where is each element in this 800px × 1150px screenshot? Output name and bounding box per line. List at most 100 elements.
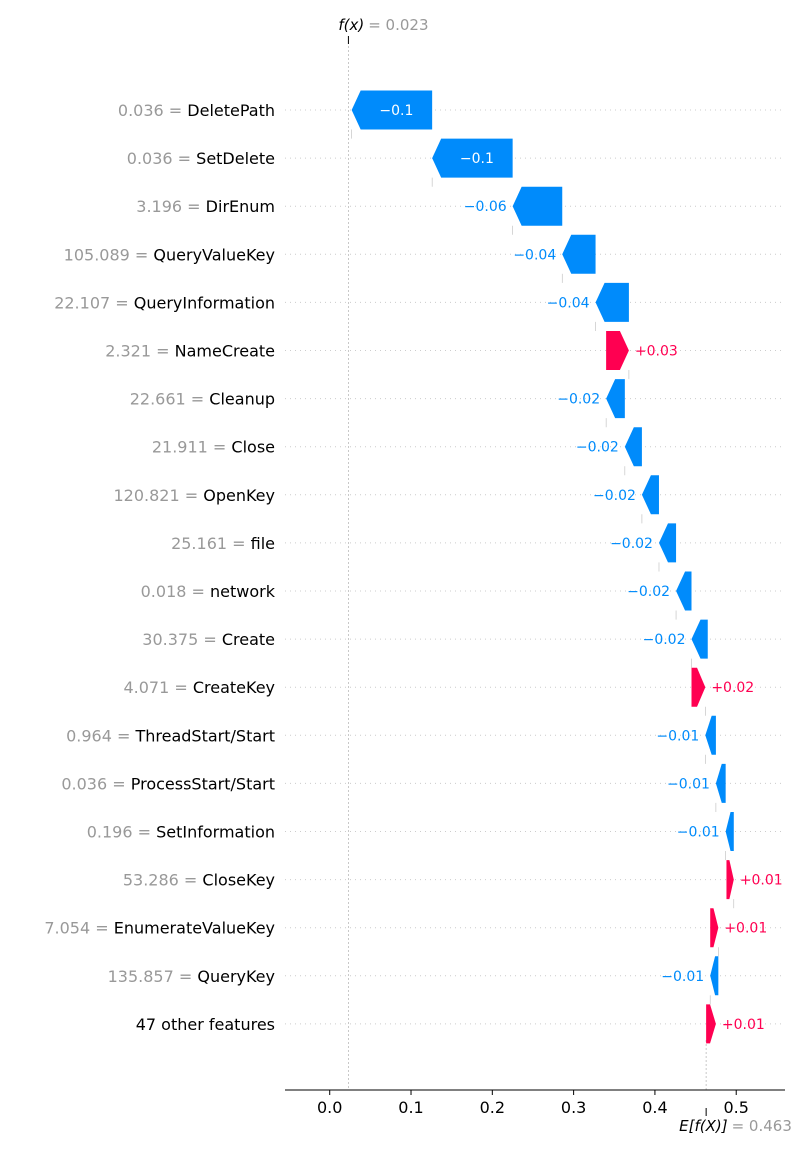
x-tick-label: 0.5 (723, 1098, 748, 1117)
feature-label: 2.321 = NameCreate (105, 342, 275, 361)
feature-value: 0.196 = (87, 823, 156, 842)
feature-name: DeletePath (187, 101, 275, 120)
feature-name: NameCreate (175, 342, 275, 361)
feature-labels: 0.036 = DeletePath −0.1 0.036 = SetDelete −… (44, 101, 782, 1034)
feature-name: Create (222, 630, 275, 649)
bar-value-label: −0.02 (593, 488, 636, 504)
bar-value-label: +0.01 (740, 873, 783, 889)
bar-value-label: −0.02 (576, 440, 619, 456)
feature-name: OpenKey (203, 486, 275, 505)
feature-name: SetDelete (196, 149, 275, 168)
x-axis: 0.0 0.1 0.2 0.3 0.4 0.5 (285, 1089, 785, 1117)
feature-bar (705, 715, 716, 755)
feature-label: 25.161 = file (171, 534, 275, 553)
feature-bar (624, 427, 642, 467)
fx-annotation: f(x) = 0.023 (338, 16, 428, 34)
feature-label: 105.089 = QueryValueKey (64, 245, 275, 264)
feature-bar (725, 812, 734, 851)
bar-value-label: −0.02 (627, 584, 670, 600)
feature-bar (676, 571, 692, 611)
feature-value: 25.161 = (171, 534, 251, 553)
feature-label: 0.036 = ProcessStart/Start (61, 774, 275, 793)
feature-name: SetInformation (156, 823, 275, 842)
feature-label: 0.036 = SetDelete (127, 149, 275, 168)
bar-value-label: −0.01 (656, 728, 699, 744)
feature-value: 22.107 = (54, 293, 134, 312)
annotations: f(x) = 0.023 E[f(X)] = 0.463 (338, 16, 792, 1135)
feature-name: EnumerateValueKey (114, 919, 275, 938)
feature-name: 47 other features (136, 1015, 275, 1034)
feature-bar (658, 523, 677, 563)
feature-value: 53.286 = (123, 871, 203, 890)
bar-value-label: −0.01 (677, 825, 720, 841)
feature-label: 47 other features (136, 1015, 275, 1034)
feature-name: Cleanup (209, 390, 275, 409)
efx-annotation: E[f(X)] = 0.463 (679, 1117, 792, 1135)
feature-bar (512, 186, 563, 226)
feature-name: QueryValueKey (153, 245, 275, 264)
bar-value-label: +0.03 (635, 344, 678, 360)
feature-value: 30.375 = (142, 630, 222, 649)
feature-bar (706, 1004, 716, 1044)
feature-label: 3.196 = DirEnum (136, 197, 275, 216)
feature-name: DirEnum (206, 197, 275, 216)
bar-value-label: −0.04 (547, 295, 590, 311)
feature-bar (606, 331, 629, 370)
feature-bar (351, 90, 433, 130)
feature-label: 0.018 = network (141, 582, 276, 601)
feature-name: Close (231, 438, 275, 457)
feature-value: 22.661 = (130, 390, 210, 409)
feature-label: 0.196 = SetInformation (87, 823, 275, 842)
x-tick-label: 0.0 (317, 1098, 342, 1117)
feature-value: 7.054 = (44, 919, 113, 938)
feature-name: ThreadStart/Start (134, 726, 275, 745)
feature-value: 0.036 = (118, 101, 187, 120)
feature-label: 22.107 = QueryInformation (54, 293, 275, 312)
feature-name: file (251, 534, 275, 553)
feature-value: 0.036 = (61, 774, 130, 793)
feature-value: 4.071 = (123, 678, 192, 697)
x-tick-label: 0.3 (561, 1098, 586, 1117)
feature-bar (726, 860, 734, 900)
x-tick-label: 0.4 (642, 1098, 667, 1117)
feature-bar (715, 763, 726, 803)
bar-value-label: −0.1 (379, 103, 413, 119)
bar-value-label: −0.02 (557, 392, 600, 408)
feature-label: 0.964 = ThreadStart/Start (66, 726, 275, 745)
feature-bar (562, 234, 596, 274)
feature-label: 22.661 = Cleanup (130, 390, 275, 409)
feature-bar (595, 282, 629, 322)
x-tick-label: 0.1 (398, 1098, 423, 1117)
feature-value: 2.321 = (105, 342, 174, 361)
bar-value-label: −0.01 (661, 969, 704, 985)
feature-value: 0.036 = (127, 149, 196, 168)
efx-label: E[f(X)] (679, 1117, 728, 1135)
feature-label: 0.036 = DeletePath (118, 101, 275, 120)
efx-value: = 0.463 (732, 1117, 792, 1135)
feature-label: 21.911 = Close (152, 438, 275, 457)
bar-value-label: −0.01 (667, 776, 710, 792)
bar-value-label: +0.01 (724, 921, 767, 937)
feature-value: 135.857 = (108, 967, 198, 986)
bar-value-label: −0.06 (464, 199, 507, 215)
bar-value-label: −0.02 (610, 536, 653, 552)
fx-value: = 0.023 (368, 16, 428, 34)
feature-label: 53.286 = CloseKey (123, 871, 275, 890)
feature-value: 0.964 = (66, 726, 135, 745)
x-tick-label: 0.2 (480, 1098, 505, 1117)
feature-label: 120.821 = OpenKey (114, 486, 276, 505)
bar-value-label: −0.04 (513, 247, 556, 263)
feature-bar (691, 619, 708, 659)
feature-value: 0.018 = (141, 582, 210, 601)
feature-name: QueryKey (197, 967, 275, 986)
feature-name: network (210, 582, 276, 601)
feature-bar (710, 956, 719, 996)
feature-name: CreateKey (193, 678, 275, 697)
feature-bar (710, 908, 719, 948)
feature-value: 3.196 = (136, 197, 205, 216)
feature-name: QueryInformation (134, 293, 275, 312)
fx-label: f(x) (338, 16, 364, 34)
feature-bar (641, 475, 659, 515)
